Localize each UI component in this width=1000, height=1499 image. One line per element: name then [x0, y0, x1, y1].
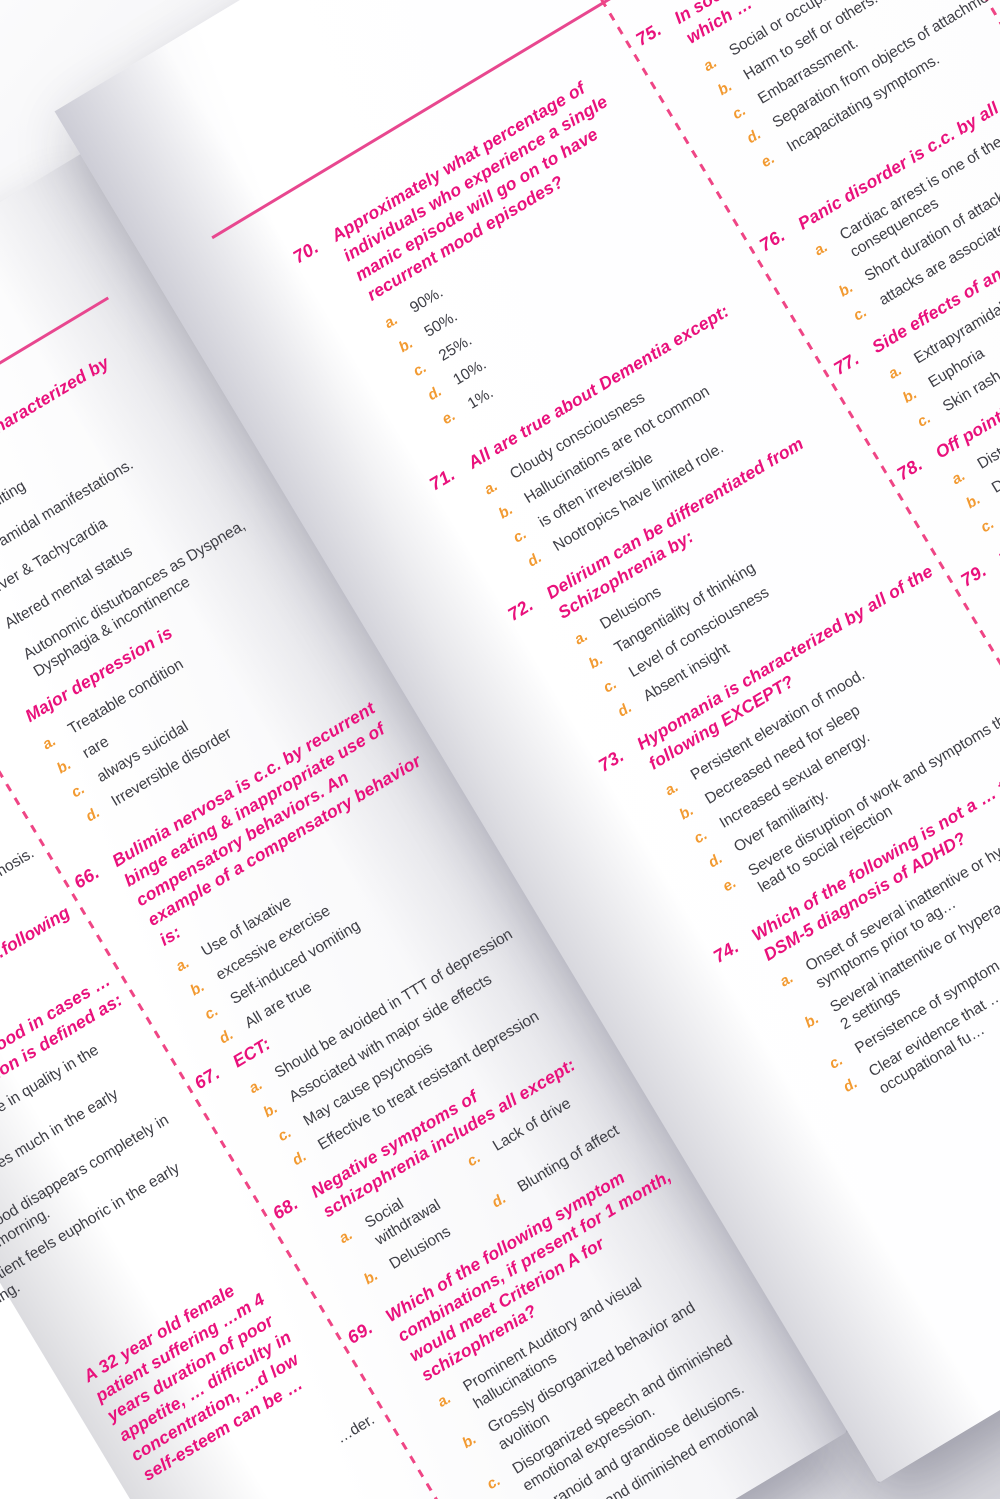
option-text: …der. [333, 1410, 378, 1447]
